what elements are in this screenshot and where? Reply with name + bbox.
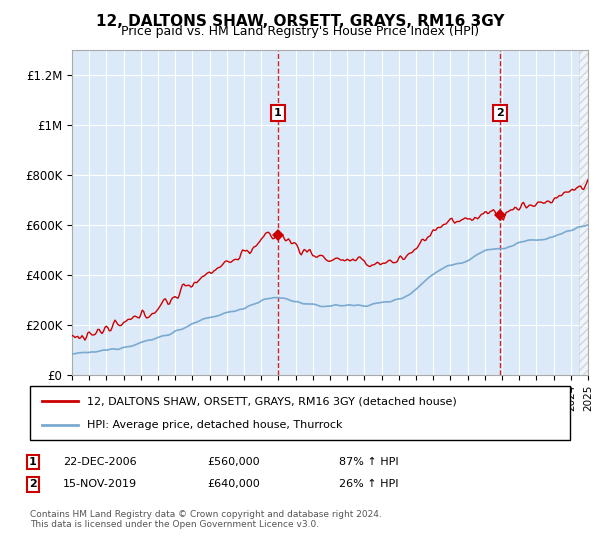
Text: Price paid vs. HM Land Registry's House Price Index (HPI): Price paid vs. HM Land Registry's House … — [121, 25, 479, 38]
Text: 87% ↑ HPI: 87% ↑ HPI — [339, 457, 398, 467]
Text: 15-NOV-2019: 15-NOV-2019 — [63, 479, 137, 489]
Text: 1: 1 — [29, 457, 37, 467]
Text: £640,000: £640,000 — [207, 479, 260, 489]
Text: 1: 1 — [274, 108, 282, 118]
Text: 26% ↑ HPI: 26% ↑ HPI — [339, 479, 398, 489]
Text: 2: 2 — [29, 479, 37, 489]
Text: 22-DEC-2006: 22-DEC-2006 — [63, 457, 137, 467]
Text: 2: 2 — [496, 108, 504, 118]
Text: HPI: Average price, detached house, Thurrock: HPI: Average price, detached house, Thur… — [87, 419, 343, 430]
Bar — [580, 50, 588, 375]
Text: £560,000: £560,000 — [207, 457, 260, 467]
Text: Contains HM Land Registry data © Crown copyright and database right 2024.
This d: Contains HM Land Registry data © Crown c… — [30, 510, 382, 529]
Text: 12, DALTONS SHAW, ORSETT, GRAYS, RM16 3GY: 12, DALTONS SHAW, ORSETT, GRAYS, RM16 3G… — [96, 14, 504, 29]
Text: 12, DALTONS SHAW, ORSETT, GRAYS, RM16 3GY (detached house): 12, DALTONS SHAW, ORSETT, GRAYS, RM16 3G… — [87, 396, 457, 407]
